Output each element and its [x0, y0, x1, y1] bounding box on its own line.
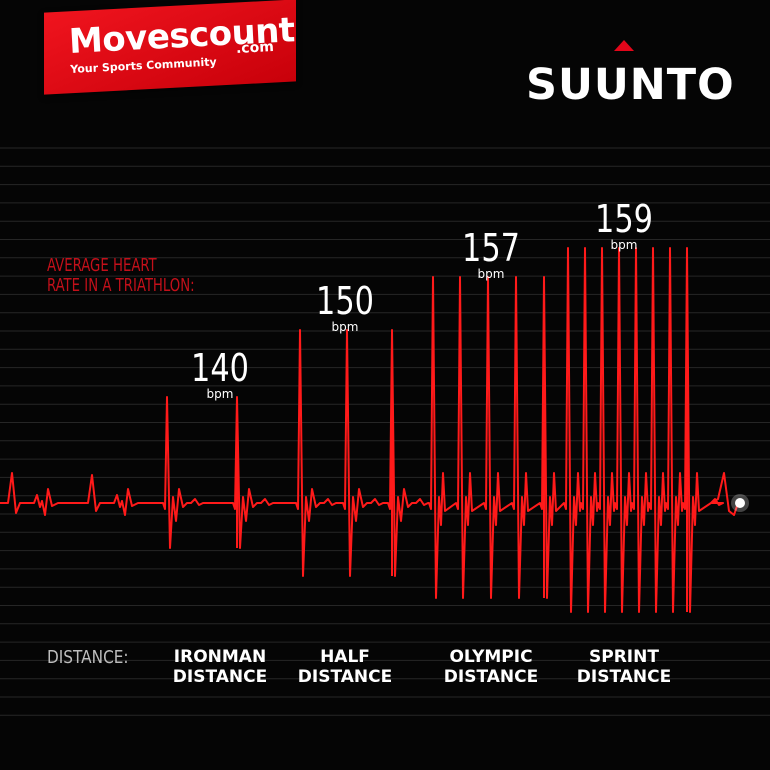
- data-label-unit: bpm: [331, 320, 359, 334]
- data-label-value: 159: [594, 197, 654, 241]
- chart-title: AVERAGE HEART RATE IN A TRIATHLON:: [47, 256, 195, 296]
- category-label-line: DISTANCE: [576, 667, 672, 687]
- pulse-dot: [735, 498, 745, 508]
- data-label-unit: bpm: [477, 267, 505, 281]
- category-label-line: DISTANCE: [297, 667, 393, 687]
- data-label-unit: bpm: [206, 387, 234, 401]
- category-label-line: SPRINT: [589, 647, 659, 667]
- data-label-unit: bpm: [610, 238, 638, 252]
- category-label-line: DISTANCE: [443, 667, 539, 687]
- chart-title-line-1: AVERAGE HEART: [47, 255, 157, 276]
- category-label: HALF DISTANCE: [275, 647, 415, 687]
- movescount-logo-com: .com: [235, 39, 275, 57]
- chart-title-line-2: RATE IN A TRIATHLON:: [47, 275, 195, 296]
- data-label-value: 140: [190, 346, 250, 390]
- category-label-line: IRONMAN: [173, 647, 267, 667]
- category-label-line: OLYMPIC: [449, 647, 533, 667]
- suunto-logo: SUUNTO: [526, 60, 735, 110]
- category-label: SPRINT DISTANCE: [554, 647, 694, 687]
- category-label: IRONMAN DISTANCE: [150, 647, 290, 687]
- category-label-line: HALF: [320, 647, 370, 667]
- data-label-value: 150: [315, 279, 375, 323]
- category-label: OLYMPIC DISTANCE: [421, 647, 561, 687]
- category-label-line: DISTANCE: [172, 667, 268, 687]
- suunto-triangle-icon: [614, 40, 634, 51]
- ecg-trace: [0, 247, 739, 613]
- x-axis-label: DISTANCE:: [47, 647, 129, 668]
- data-label-value: 157: [461, 226, 521, 270]
